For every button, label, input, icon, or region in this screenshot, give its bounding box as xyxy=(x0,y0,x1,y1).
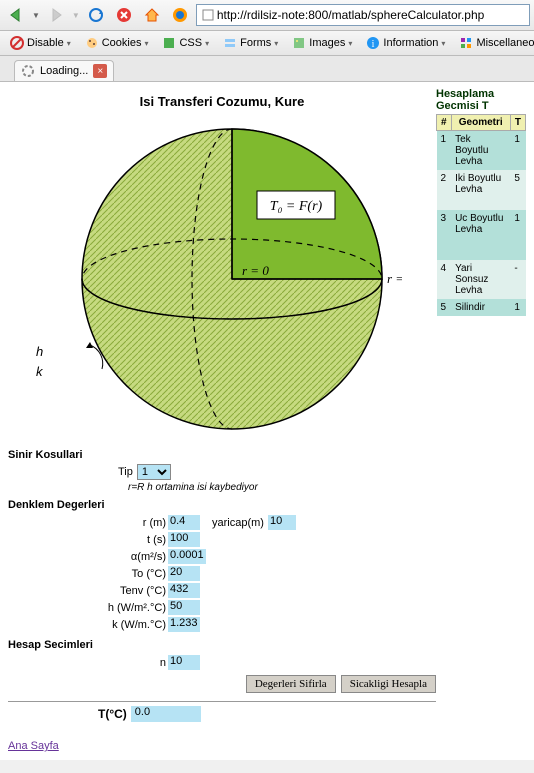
disable-icon xyxy=(10,36,24,50)
k-label: k xyxy=(36,364,43,379)
disable-label: Disable xyxy=(27,37,64,49)
result-value: 0.0 xyxy=(131,706,201,722)
tab-bar: Loading... × xyxy=(0,56,534,82)
kv-input[interactable]: 1.233 xyxy=(168,617,200,632)
section-hesap: Hesap Secimleri xyxy=(8,639,436,651)
misc-label: Miscellaneous xyxy=(476,37,534,49)
page-icon xyxy=(201,8,215,22)
firefox-icon xyxy=(168,3,192,27)
back-button[interactable] xyxy=(4,3,28,27)
reset-button[interactable]: Degerleri Sifirla xyxy=(246,675,336,693)
t-label: t (s) xyxy=(8,534,168,546)
tab-close-button[interactable]: × xyxy=(93,64,107,78)
tab-title: Loading... xyxy=(40,65,88,77)
forms-menu[interactable]: Forms▾ xyxy=(219,34,282,52)
divider xyxy=(8,701,436,702)
hv-label: h (W/m².°C) xyxy=(8,602,168,614)
hv-input[interactable]: 50 xyxy=(168,600,200,615)
table-row[interactable]: 5Silindir1 xyxy=(437,299,526,316)
calc-button[interactable]: Sicakligi Hesapla xyxy=(341,675,436,693)
dev-toolbar: Disable▾ Cookies▾ CSS▾ Forms▾ Images▾ i … xyxy=(0,31,534,56)
url-input[interactable] xyxy=(215,7,525,23)
n-label: n xyxy=(8,657,168,669)
history-title: Hesaplama Gecmisi T xyxy=(436,88,526,112)
t-input[interactable]: 100 xyxy=(168,532,200,547)
yaricap-label: yaricap(m) xyxy=(212,517,264,529)
page-title: Isi Transferi Cozumu, Kure xyxy=(8,94,436,109)
misc-menu[interactable]: Miscellaneous▾ xyxy=(455,34,534,52)
page-content: Isi Transferi Cozumu, Kure h k xyxy=(0,82,534,760)
loading-spinner-icon xyxy=(21,64,35,78)
kv-label: k (W/m.°C) xyxy=(8,619,168,631)
section-denklem: Denklem Degerleri xyxy=(8,499,436,511)
disable-menu[interactable]: Disable▾ xyxy=(6,34,75,52)
table-row[interactable]: 4Yari Sonsuz Levha- xyxy=(437,260,526,299)
result-label: T(°C) xyxy=(98,707,127,721)
css-menu[interactable]: CSS▾ xyxy=(158,34,213,52)
images-label: Images xyxy=(309,37,345,49)
info-label: Information xyxy=(383,37,438,49)
section-sinir: Sinir Kosullari xyxy=(8,449,436,461)
stop-button[interactable] xyxy=(112,3,136,27)
forms-icon xyxy=(223,36,237,50)
cookies-menu[interactable]: Cookies▾ xyxy=(81,34,153,52)
To-label: To (°C) xyxy=(8,568,168,580)
misc-icon xyxy=(459,36,473,50)
images-menu[interactable]: Images▾ xyxy=(288,34,356,52)
table-row[interactable]: 3Uc Boyutlu Levha1 xyxy=(437,210,526,260)
forward-button[interactable] xyxy=(44,3,68,27)
css-icon xyxy=(162,36,176,50)
h-label: h xyxy=(36,344,43,359)
formula-text: T₀ = F(r) xyxy=(270,199,323,214)
css-label: CSS xyxy=(179,37,202,49)
svg-text:i: i xyxy=(372,39,375,50)
n-input[interactable]: 10 xyxy=(168,655,200,670)
forms-label: Forms xyxy=(240,37,271,49)
To-input[interactable]: 20 xyxy=(168,566,200,581)
table-row[interactable]: 1Tek Boyutlu Levha1 xyxy=(437,131,526,171)
r-input[interactable]: 0.4 xyxy=(168,515,200,530)
home-button[interactable] xyxy=(140,3,164,27)
forward-dropdown-icon[interactable]: ▼ xyxy=(72,11,80,20)
yaricap-input[interactable]: 10 xyxy=(268,515,296,530)
home-link[interactable]: Ana Sayfa xyxy=(8,740,59,752)
history-table: # Geometri T 1Tek Boyutlu Levha1 2Iki Bo… xyxy=(436,114,526,316)
tab-loading[interactable]: Loading... × xyxy=(14,60,114,81)
tip-select[interactable]: 1 xyxy=(137,464,171,480)
url-bar[interactable] xyxy=(196,4,530,26)
alpha-input[interactable]: 0.0001 xyxy=(168,549,206,564)
cookies-icon xyxy=(85,36,99,50)
r0-label: r = 0 xyxy=(242,263,269,278)
images-icon xyxy=(292,36,306,50)
hist-col-geo: Geometri xyxy=(451,115,510,131)
Tenv-input[interactable]: 432 xyxy=(168,583,200,598)
rR-label: r = R xyxy=(387,271,402,286)
browser-nav-toolbar: ▼ ▼ xyxy=(0,0,534,31)
alpha-label: α(m²/s) xyxy=(8,551,168,563)
info-menu[interactable]: i Information▾ xyxy=(362,34,449,52)
back-dropdown-icon[interactable]: ▼ xyxy=(32,11,40,20)
reload-button[interactable] xyxy=(84,3,108,27)
cookies-label: Cookies xyxy=(102,37,142,49)
hist-col-t: T xyxy=(510,115,525,131)
r-label: r (m) xyxy=(8,517,168,529)
hist-col-num: # xyxy=(437,115,452,131)
sphere-diagram: T₀ = F(r) r = 0 r = R xyxy=(42,119,402,439)
Tenv-label: Tenv (°C) xyxy=(8,585,168,597)
table-row[interactable]: 2Iki Boyutlu Levha5 xyxy=(437,170,526,210)
info-icon: i xyxy=(366,36,380,50)
tip-label: Tip xyxy=(118,466,133,478)
tip-desc: r=R h ortamina isi kaybediyor xyxy=(128,482,436,493)
